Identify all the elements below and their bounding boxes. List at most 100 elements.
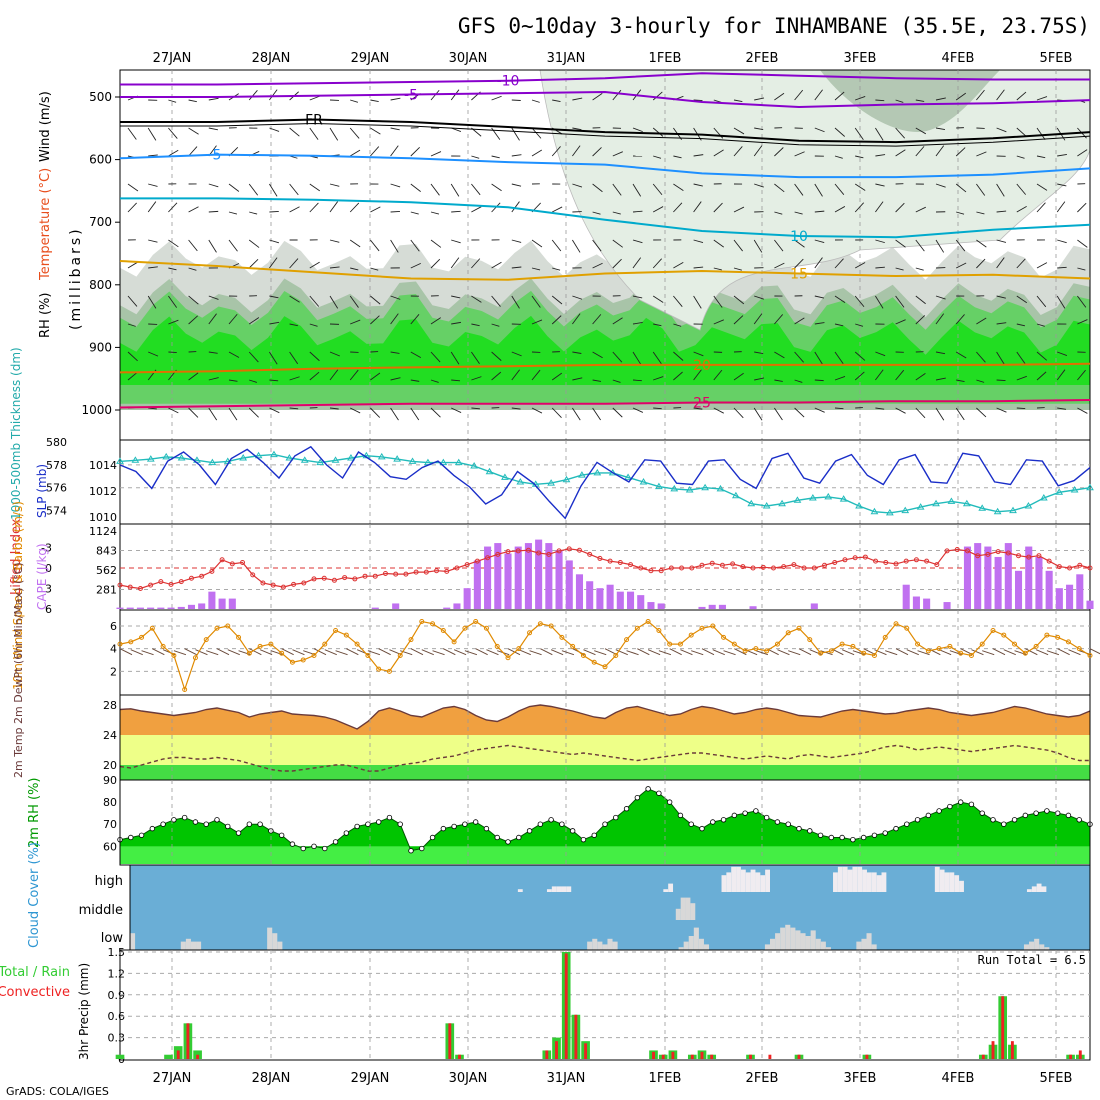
- wind-barb: [632, 379, 642, 382]
- wind-speed-point: [936, 646, 942, 652]
- isotherm-label: 10: [790, 229, 808, 245]
- cloud-low-bar: [770, 938, 776, 950]
- isotherm-label: 15: [790, 267, 808, 283]
- wind-speed-point: [386, 668, 392, 674]
- wind-speed-point: [1033, 643, 1039, 649]
- wind-speed-point: [505, 655, 511, 661]
- wind-barb: [350, 267, 359, 271]
- li-point: [934, 562, 940, 568]
- cloud-high-bar: [726, 872, 732, 892]
- rh-point: [936, 808, 942, 814]
- isotherm--10: [120, 72, 1090, 86]
- cloud-middle-bar: [690, 903, 696, 920]
- wind-barb: [551, 206, 563, 213]
- wind-speed-point: [279, 650, 285, 656]
- li-point: [668, 565, 674, 571]
- precip-convective-bar: [545, 1050, 549, 1059]
- wind-barb: [572, 377, 583, 381]
- rh-point: [957, 799, 964, 805]
- wind-barb: [592, 183, 603, 193]
- wind-speed-point: [160, 643, 166, 649]
- surface-wind-barb: [809, 649, 822, 656]
- cape-bar: [626, 591, 635, 609]
- thickness-point: [685, 486, 694, 493]
- wind-barb: [693, 351, 704, 357]
- wind-barb: [1016, 351, 1026, 364]
- wind-barb: [471, 323, 480, 327]
- wind-barb: [390, 127, 400, 131]
- li-point: [444, 568, 450, 574]
- rh-point: [419, 845, 425, 852]
- date-label-top: 2FEB: [746, 51, 779, 66]
- cloud-low-bar: [764, 944, 770, 950]
- wind-speed-point: [871, 652, 877, 658]
- surface-wind-barb: [669, 648, 682, 656]
- cloud-high-bar: [765, 869, 770, 892]
- wind-barb: [208, 210, 219, 213]
- li-point: [903, 558, 909, 564]
- rh-point: [225, 823, 231, 830]
- cloud-low-bar: [698, 938, 704, 950]
- thickness-tick-label: 576: [46, 482, 67, 495]
- surface-wind-barb: [723, 650, 736, 656]
- rh-point: [397, 821, 403, 827]
- rh-point: [580, 836, 587, 843]
- wind-barb: [713, 369, 723, 381]
- precip-convective-bar: [652, 1051, 655, 1059]
- wind-barb: [774, 407, 783, 421]
- rh-point: [1011, 817, 1018, 823]
- thickness-point: [1024, 502, 1033, 509]
- wind-barb: [754, 97, 765, 101]
- wind-barb: [228, 407, 238, 421]
- wind-speed-point: [1001, 632, 1007, 638]
- li-point: [852, 555, 858, 561]
- wind-barb: [410, 351, 422, 359]
- surface-wind-barb: [324, 649, 337, 656]
- precip-convective-bar: [661, 1054, 665, 1059]
- li-point: [168, 581, 174, 587]
- rh-point: [408, 848, 414, 854]
- rh-point: [990, 817, 996, 823]
- cloud-low-bar: [861, 938, 867, 950]
- cloud-high-bar: [852, 866, 858, 892]
- thickness-point: [593, 468, 602, 476]
- wind-barb: [834, 323, 844, 327]
- wind-barb: [572, 127, 582, 131]
- surface-wind-barb: [895, 648, 909, 656]
- precip-convective-bar: [186, 1023, 190, 1059]
- wind-barb: [410, 211, 419, 215]
- surface-wind-barb: [378, 648, 391, 656]
- wind-speed-point: [710, 623, 716, 629]
- wind-barb: [1016, 323, 1026, 327]
- wind-barb: [309, 323, 318, 327]
- wind-speed-point: [591, 659, 597, 665]
- precip-convective-bar: [584, 1043, 588, 1059]
- surface-wind-barb: [1014, 650, 1027, 656]
- rh-point: [300, 845, 306, 852]
- wind-speed-point: [688, 632, 694, 638]
- wind-speed-point: [376, 666, 382, 672]
- wind-barb: [329, 239, 340, 243]
- cloud-high-bar: [842, 866, 848, 892]
- wind-barb: [269, 351, 278, 365]
- wind-barb: [834, 155, 843, 159]
- wind-barb: [1016, 407, 1026, 410]
- li-point: [648, 568, 654, 574]
- li-point: [781, 564, 787, 570]
- li-point: [1005, 550, 1011, 556]
- surface-wind-barb: [249, 648, 262, 656]
- wind-barb: [814, 239, 825, 244]
- surface-wind-barb: [777, 649, 790, 656]
- surface-wind-barb: [647, 649, 661, 656]
- wind-barb: [1036, 262, 1048, 269]
- wind-barb: [551, 295, 563, 305]
- wind-barb: [693, 266, 704, 269]
- wind-barb: [915, 99, 925, 102]
- cloud-low-bar: [688, 936, 694, 950]
- cloud-high-bar: [1026, 889, 1032, 892]
- wind-barb: [127, 323, 136, 327]
- surface-wind-barb: [507, 648, 521, 656]
- wind-barb: [1057, 239, 1067, 244]
- thickness-point: [916, 503, 925, 510]
- rh-point: [375, 819, 382, 825]
